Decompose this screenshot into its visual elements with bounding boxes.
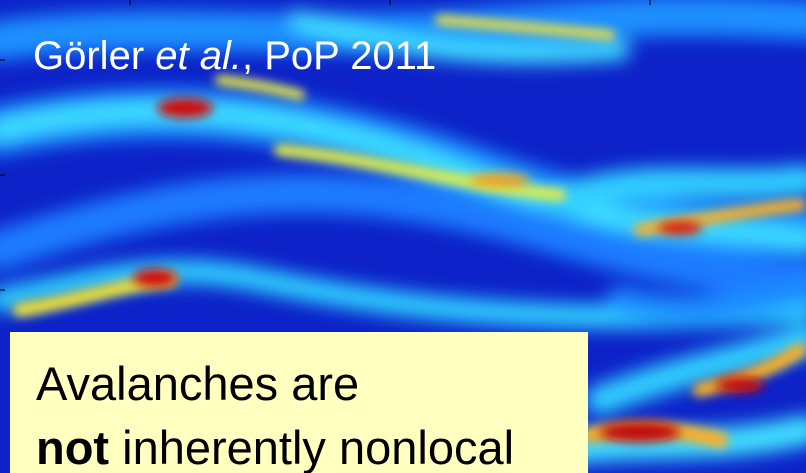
caption-bold: not: [36, 421, 110, 473]
author: Görler: [33, 34, 156, 78]
journal-year: , PoP 2011: [241, 34, 437, 78]
edge-ticks: [0, 0, 651, 291]
citation: Görler et al., PoP 2011: [33, 36, 436, 76]
hot-spots: [133, 98, 764, 442]
et-al: et al.: [155, 34, 242, 78]
caption-line-1: Avalanches are: [36, 357, 360, 410]
caption-box: Avalanches are not inherently nonlocal: [10, 332, 588, 473]
caption-line-2: not inherently nonlocal: [36, 424, 514, 471]
caption-rest: inherently nonlocal: [109, 421, 515, 473]
